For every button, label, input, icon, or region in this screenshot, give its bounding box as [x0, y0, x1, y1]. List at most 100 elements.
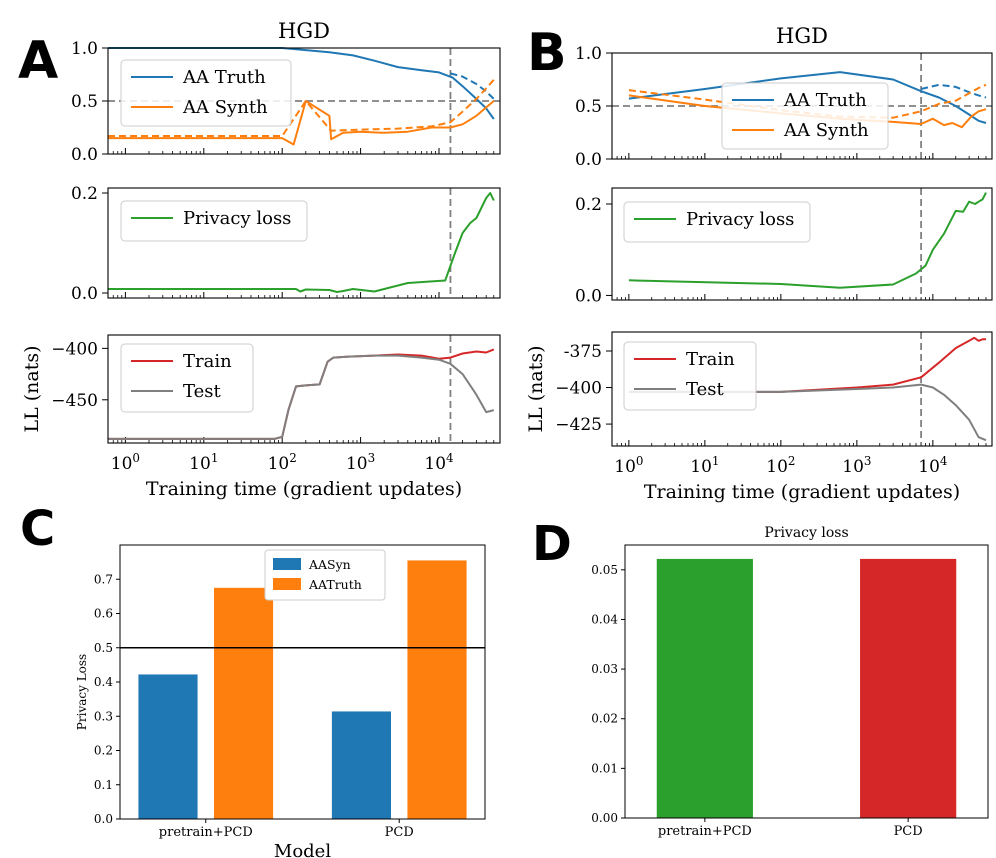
y-tick-label: 1.0: [575, 44, 602, 64]
y-tick-label: 0.3: [94, 709, 113, 723]
legend-label: AA Synth: [783, 120, 869, 141]
y-tick-label: −400: [51, 339, 98, 359]
y-tick-label: −450: [51, 391, 98, 411]
y-tick-label: 0.7: [94, 572, 113, 586]
y-tick-label: 0.03: [591, 662, 618, 676]
y-tick-label: 0.4: [94, 675, 113, 689]
panel-c: 0.0 0.1 0.2 0.3 0.4 0.5 0.6 0.7 pretrain+PCD PCD M…: [75, 544, 486, 858]
y-axis-label: LL (nats): [525, 345, 547, 432]
axes-frame: [624, 544, 989, 819]
x-tick-label: PCD: [894, 824, 923, 839]
y-tick-label: 0.0: [575, 150, 602, 170]
series-line-privacy-loss: [108, 192, 495, 293]
bar-aatruth-pcd: [407, 560, 467, 819]
x-tick-label: pretrain+PCD: [658, 824, 752, 839]
y-tick-label: 0.02: [591, 712, 618, 726]
y-tick-label: 0.0: [575, 286, 602, 306]
legend-label: AATruth: [308, 577, 362, 592]
panel-letter-b: B: [527, 23, 567, 83]
y-axis-label: LL (nats): [21, 345, 43, 432]
y-tick-label: -375: [564, 342, 602, 362]
legend-label: AA Synth: [182, 97, 268, 118]
y-tick-label: 0.2: [575, 195, 602, 215]
y-tick-label: 0.01: [591, 761, 618, 775]
x-tick-label: 100: [111, 451, 140, 474]
legend-label: Privacy loss: [183, 208, 291, 229]
series-line-train: [628, 336, 986, 393]
legend-label: AA Truth: [783, 90, 867, 111]
legend-label: Test: [183, 381, 221, 402]
bar-aasyn-pretrain-pcd: [138, 674, 198, 819]
x-tick-label: 100: [614, 454, 643, 477]
x-tick-label: 102: [268, 451, 297, 474]
plots-layer: 0.0 0.5 1.0 HGD AA Truth AA Synth 0.0 0.2 Privac…: [21, 19, 993, 858]
y-tick-label: 0.2: [71, 184, 98, 204]
panel-b-bot: −425 −400 -375 100 101 102 103 104 Training time…: [525, 331, 993, 503]
panel-title: HGD: [776, 24, 828, 48]
bar-aasyn-pcd: [331, 711, 392, 819]
legend-label: Train: [686, 349, 735, 370]
legend-swatch: [273, 558, 301, 570]
x-axis-label: Training time (gradient updates): [644, 481, 960, 503]
y-tick-label: −425: [555, 415, 602, 435]
legend-label: Train: [183, 351, 232, 372]
x-tick-label: 103: [346, 451, 375, 474]
series-line-privacy-loss: [628, 192, 987, 289]
panel-b-mid: 0.0 0.2 Privacy loss: [575, 187, 993, 306]
series-line-test: [628, 383, 987, 442]
x-axis-label: Training time (gradient updates): [146, 478, 462, 500]
series-line-aa-synth-dashed: [108, 79, 495, 137]
panel-letter-d: D: [532, 516, 572, 572]
bar-aatruth-pretrain-pcd: [213, 587, 274, 819]
x-tick-label: 104: [918, 454, 947, 477]
panel-letter-c: C: [20, 501, 55, 557]
series-line-aa-synth: [108, 100, 495, 146]
panel-a-mid: 0.0 0.2 Privacy loss: [71, 184, 501, 304]
x-tick-label: 102: [766, 454, 795, 477]
y-tick-label: 0.6: [94, 607, 113, 621]
y-tick-label: 0.2: [94, 744, 113, 758]
y-tick-label: −400: [555, 379, 602, 399]
bar-pretrain-pcd: [656, 558, 753, 818]
x-tick-label: 101: [690, 454, 719, 477]
y-tick-label: 0.05: [591, 563, 618, 577]
panel-title: HGD: [278, 19, 330, 43]
y-tick-label: 0.04: [591, 612, 618, 626]
legend-swatch: [273, 578, 301, 590]
series-line-aa-truth-dashed: [450, 72, 495, 100]
x-tick-label: PCD: [385, 825, 414, 840]
legend-label: AA Truth: [182, 67, 266, 88]
axes-frame: [107, 187, 501, 299]
y-axis-label: Privacy Loss: [75, 654, 89, 730]
series-line-aa-truth-dashed: [920, 83, 987, 99]
y-tick-label: 1.0: [71, 39, 98, 59]
legend-label: AASyn: [308, 557, 351, 572]
y-tick-label: 0.5: [71, 92, 98, 112]
series-line-aa-truth: [108, 47, 495, 120]
y-tick-label: 0.5: [575, 97, 602, 117]
y-tick-label: 0.5: [94, 641, 113, 655]
panel-letter-a: A: [18, 31, 58, 91]
axes-frame: [107, 47, 501, 155]
panel-d: 0.00 0.01 0.02 0.03 0.04 0.05 pretrain+PCD PCD P…: [591, 525, 989, 839]
legend-box: [623, 201, 811, 243]
x-tick-label: 104: [424, 451, 453, 474]
panel-a-bot: −450 −400 100 101 102 103 104 Training time (gr…: [21, 334, 501, 500]
series-line-test: [108, 354, 495, 440]
panel-a-top: 0.0 0.5 1.0 HGD AA Truth AA Synth: [71, 19, 501, 165]
y-tick-label: 0.1: [94, 778, 113, 792]
panel-b-top: 0.0 0.5 1.0 HGD AA Truth AA Synth: [575, 24, 993, 170]
axes-frame: [611, 52, 993, 160]
legend-label: Test: [686, 379, 724, 400]
axes-frame: [611, 331, 993, 447]
axes-frame: [611, 187, 993, 301]
x-tick-label: pretrain+PCD: [159, 825, 253, 840]
y-tick-label: 0.00: [591, 811, 618, 825]
x-tick-label: 101: [189, 451, 218, 474]
legend-box: [120, 200, 308, 242]
x-axis-label: Model: [274, 841, 331, 858]
y-tick-label: 0.0: [71, 145, 98, 165]
x-tick-label: 103: [842, 454, 871, 477]
legend-label: Privacy loss: [686, 209, 794, 230]
